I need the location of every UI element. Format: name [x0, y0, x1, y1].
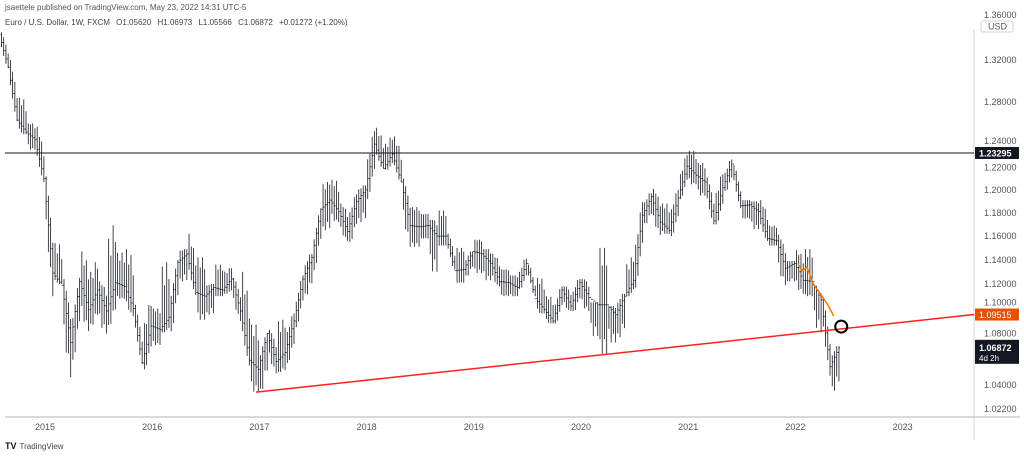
legend-open: O1.05620	[116, 18, 152, 27]
legend-low: L1.05566	[198, 18, 232, 27]
publisher-line: jsaettele published on TradingView.com, …	[5, 3, 247, 12]
symbol-legend: Euro / U.S. Dollar, 1W, FXCM O1.05620 H1…	[5, 18, 352, 27]
support-trendline	[255, 313, 975, 393]
price-tick-label: 1.04000	[984, 380, 1017, 390]
price-tick-label: 1.14000	[984, 255, 1017, 265]
trendline-price-tag	[975, 308, 1019, 321]
bar-countdown-label: 4d 2h	[979, 354, 999, 363]
time-tick-label: 2020	[571, 422, 591, 432]
horizontal-line-price-tag	[975, 146, 1019, 159]
symbol-name: Euro / U.S. Dollar, 1W, FXCM	[5, 18, 110, 27]
price-tick-label: 1.02200	[984, 404, 1017, 414]
footer-brand: TV TradingView	[5, 441, 64, 451]
price-tick-label: 1.20000	[984, 185, 1017, 195]
price-tick-label: 1.16000	[984, 231, 1017, 241]
trendline-price-label: 1.09515	[979, 310, 1012, 320]
time-tick-label: 2015	[35, 422, 55, 432]
legend-high: H1.06973	[157, 18, 193, 27]
price-tick-label: 1.28000	[984, 97, 1017, 107]
time-tick-label: 2016	[142, 422, 162, 432]
time-tick-label: 2022	[785, 422, 805, 432]
currency-label: USD	[988, 22, 1008, 32]
time-tick-label: 2021	[678, 422, 698, 432]
price-tick-label: 1.22000	[984, 162, 1017, 172]
price-tick-label: 1.08000	[984, 329, 1017, 339]
projection-path	[797, 264, 835, 317]
time-tick-label: 2017	[249, 422, 269, 432]
marker-circle	[834, 319, 849, 334]
price-tick-label: 1.24000	[984, 136, 1017, 146]
price-tick-label: 1.12000	[984, 279, 1017, 289]
tradingview-logo-icon: TV	[5, 441, 17, 451]
time-tick-label: 2018	[357, 422, 377, 432]
price-tick-label: 1.36000	[984, 10, 1017, 20]
legend-change: +0.01272 (+1.20%)	[279, 18, 348, 27]
currency-badge	[980, 20, 1014, 33]
last-price-label: 1.06872	[979, 343, 1012, 353]
price-tick-label: 1.32000	[984, 55, 1017, 65]
horizontal-line-price-label: 1.23295	[979, 148, 1012, 158]
price-tick-label: 1.10000	[984, 298, 1017, 308]
legend-close: C1.06872	[238, 18, 273, 27]
price-tick-label: 1.18000	[984, 208, 1017, 218]
brand-name: TradingView	[19, 441, 64, 451]
last-price-tag	[975, 339, 1019, 364]
time-tick-label: 2023	[893, 422, 913, 432]
time-tick-label: 2019	[464, 422, 484, 432]
